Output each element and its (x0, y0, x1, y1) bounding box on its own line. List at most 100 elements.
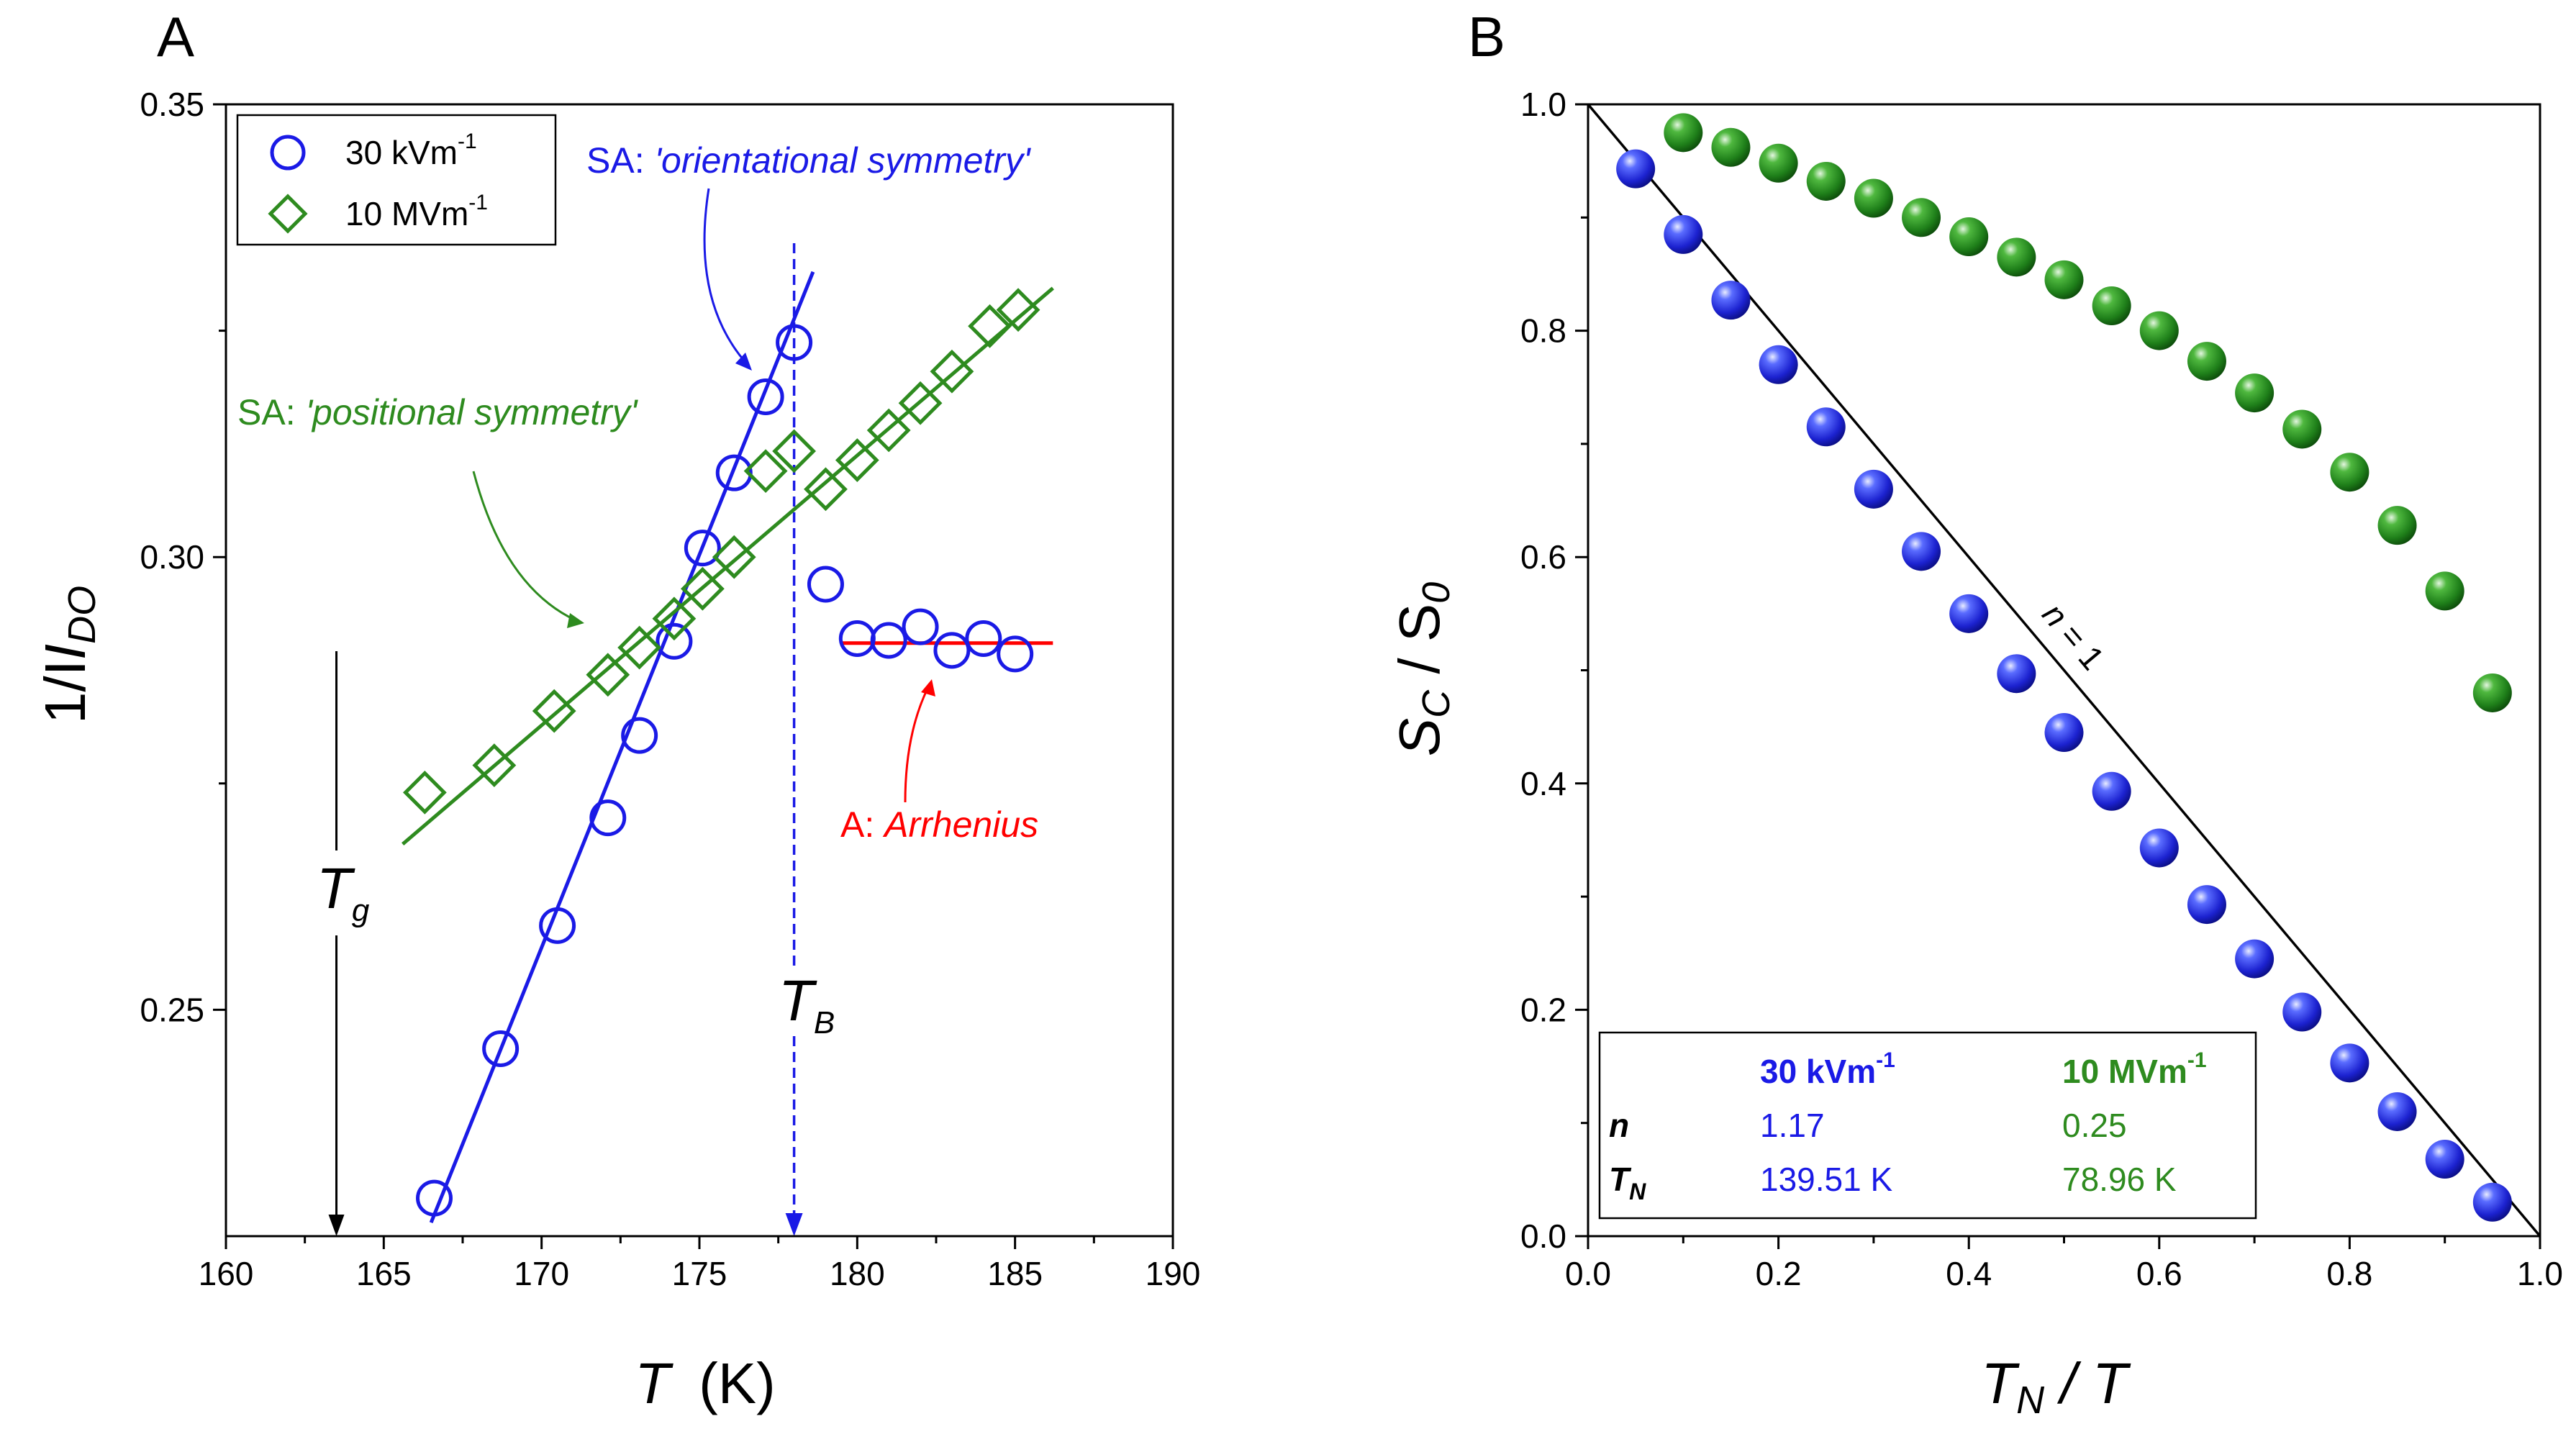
x-tick-label: 0.4 (1946, 1255, 1992, 1292)
data-point-10mv (1854, 178, 1893, 218)
data-point-10mv (617, 625, 662, 670)
x-tick-label: 160 (199, 1255, 254, 1292)
data-point-10mv (2187, 342, 2226, 381)
data-point-30kv (684, 530, 721, 567)
reference-line-label: n = 1 (2035, 596, 2111, 677)
data-point-30kv (997, 635, 1034, 673)
x-tick-label: 0.8 (2326, 1255, 2372, 1292)
x-tick-label: 180 (830, 1255, 885, 1292)
data-point-10mv (2330, 453, 2369, 492)
x-tick-label: 165 (356, 1255, 412, 1292)
data-point-30kv (1759, 345, 1798, 384)
data-point-10mv (680, 566, 725, 611)
arrowhead-positional (567, 613, 584, 628)
tg-label: Tg (317, 856, 370, 928)
data-point-10mv (1759, 143, 1798, 183)
y-tick-label: 0.8 (1520, 312, 1566, 350)
data-point-10mv (772, 429, 817, 473)
table-row-n-label: n (1609, 1107, 1629, 1144)
annotation-orientational-symmetry: SA: 'orientational symmetry' (586, 140, 1031, 181)
panel-a-plot-area (328, 243, 1054, 1236)
data-point-30kv (1854, 469, 1893, 509)
data-point-30kv (621, 717, 658, 754)
data-point-10mv (2235, 373, 2275, 413)
data-point-10mv (898, 381, 943, 425)
legend-diamond-marker (268, 194, 308, 234)
table-row-n-value-10mv: 0.25 (2062, 1107, 2127, 1144)
panel-b-plot-area (1587, 103, 2541, 1238)
legend-label-30kv: 30 kVm-1 (345, 130, 477, 171)
annotation-positional-symmetry: SA: 'positional symmetry' (237, 392, 638, 432)
data-point-10mv (2472, 673, 2512, 712)
table-header-30kv: 30 kVm-1 (1760, 1048, 1895, 1090)
data-point-30kv (1997, 654, 2036, 694)
x-tick-label: 1.0 (2517, 1255, 2563, 1292)
data-point-10mv (586, 653, 630, 697)
table-row-tn-value-10mv: 78.96 K (2062, 1161, 2177, 1198)
panel-a-y-axis-label-main: 1/I (33, 660, 97, 724)
data-point-10mv (652, 596, 697, 641)
data-point-10mv (712, 535, 756, 579)
data-point-30kv (2330, 1043, 2369, 1083)
data-point-10mv (2425, 571, 2464, 611)
panel-a-frame (225, 103, 1174, 1238)
x-tick-label: 0.2 (1756, 1255, 1802, 1292)
data-point-30kv (2139, 828, 2179, 868)
data-point-10mv (804, 467, 848, 512)
data-point-30kv (1806, 407, 1846, 447)
data-point-30kv (2425, 1140, 2464, 1179)
data-point-10mv (835, 438, 879, 482)
y-tick-label: 1.0 (1520, 86, 1566, 123)
data-point-10mv (2282, 409, 2322, 449)
table-row-n-value-30kv: 1.17 (1760, 1107, 1825, 1144)
panel-a-axes: 160 165 170 175 180 185 190 0.25 0.30 0.35 (140, 86, 1200, 1292)
x-tick-label: 170 (514, 1255, 569, 1292)
data-point-30kv (416, 1179, 453, 1217)
fit-line-1 (402, 286, 1054, 846)
data-point-30kv (2282, 992, 2322, 1032)
data-point-30kv (1902, 532, 1941, 571)
data-point-30kv (482, 1030, 520, 1068)
data-point-10mv (1664, 113, 1703, 153)
y-tick-label: 0.0 (1520, 1217, 1566, 1255)
data-point-30kv (2472, 1182, 2512, 1222)
data-point-30kv (589, 799, 627, 837)
data-point-30kv (1949, 594, 1989, 633)
legend-circle-marker (270, 135, 306, 171)
legend-label-10mv: 10 MVm-1 (345, 191, 488, 232)
data-point-10mv (1997, 237, 2036, 277)
panel-b-y-axis-label: SC / S0 (1387, 582, 1458, 756)
table-row-tn-label: TN (1609, 1161, 1646, 1205)
data-point-10mv (743, 449, 788, 494)
panel-a-y-axis-label-i: I (33, 644, 97, 660)
data-point-10mv (2377, 506, 2417, 545)
data-point-30kv (539, 907, 576, 944)
panel-a-legend: 30 kVm-1 10 MVm-1 (236, 114, 557, 246)
x-tick-label: 185 (987, 1255, 1043, 1292)
panel-b: B 0.0 0.2 0.4 0.6 0.8 1.0 0.0 0.2 0.4 0.6 0.8 1.0 n… (1387, 5, 2563, 1422)
x-tick-label: 0.0 (1565, 1255, 1611, 1292)
panel-b-axes: 0.0 0.2 0.4 0.6 0.8 1.0 0.0 0.2 0.4 0.6 0.8 1.0 (1520, 86, 2563, 1292)
data-point-30kv (838, 620, 876, 657)
data-point-10mv (866, 408, 911, 453)
panel-label-a: A (157, 5, 194, 68)
data-point-30kv (2187, 885, 2226, 925)
data-point-10mv (1806, 161, 1846, 201)
y-tick-label: 0.30 (140, 538, 204, 576)
y-tick-label: 0.4 (1520, 765, 1566, 802)
panel-a-y-axis-label: 1/IIDO (33, 586, 104, 724)
data-point-10mv (2044, 260, 2084, 299)
panel-a-x-axis-label-unit: (K) (699, 1351, 776, 1415)
y-tick-label: 0.2 (1520, 991, 1566, 1028)
arrowhead-arrhenius (921, 679, 935, 697)
table-row-tn-value-30kv: 139.51 K (1760, 1161, 1892, 1198)
data-point-10mv (1902, 198, 1941, 237)
data-point-30kv (1711, 281, 1751, 320)
data-point-30kv (2044, 713, 2084, 753)
data-point-30kv (870, 622, 907, 659)
panel-a-x-axis-label-var: T (635, 1351, 674, 1415)
y-tick-label: 0.6 (1520, 538, 1566, 576)
arrow-orientational (703, 188, 750, 367)
data-point-10mv (532, 689, 576, 733)
